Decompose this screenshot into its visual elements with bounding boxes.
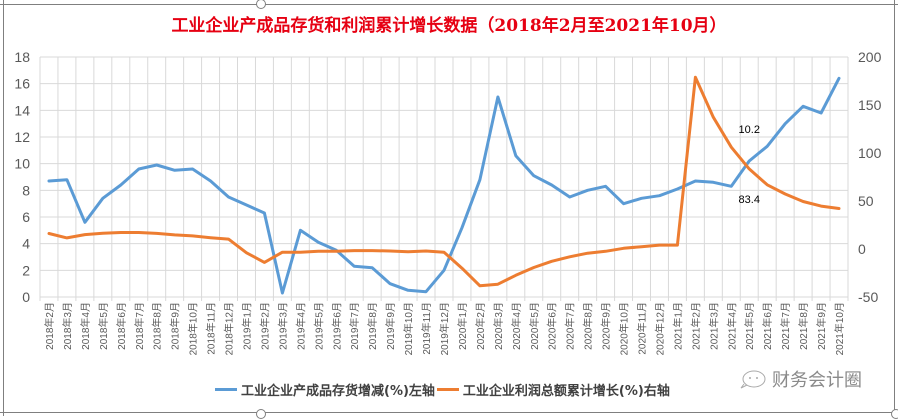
legend-item-inventory[interactable]: 工业企业产成品存货增减(%)左轴 xyxy=(215,380,435,399)
left-axis-tick-label: 14 xyxy=(14,102,30,118)
legend-item-profit[interactable]: 工业企业利润总额累计增长(%)右轴 xyxy=(436,380,670,399)
sheet-border-left xyxy=(0,0,4,416)
legend-label-inventory: 工业企业产成品存货增减(%)左轴 xyxy=(241,384,435,399)
x-axis-tick-label: 2019年4月 xyxy=(294,302,307,350)
x-axis-tick-label: 2018年6月 xyxy=(115,302,128,350)
x-axis-tick-label: 2021年4月 xyxy=(725,302,738,350)
x-axis-labels: 2018年2月 2018年3月 2018年4月 2018年5月 2018年6月 2018年… xyxy=(43,302,846,355)
x-axis-tick-label: 2021年3月 xyxy=(707,302,720,350)
legend-swatch-orange xyxy=(436,388,459,391)
x-axis-tick-label: 2021年10月 xyxy=(833,302,846,355)
x-axis-tick-label: 2020年10月 xyxy=(618,302,631,355)
x-axis-tick-label: 2018年2月 xyxy=(43,302,56,350)
x-axis-tick-label: 2018年7月 xyxy=(133,302,146,350)
x-axis-tick-label: 2020年5月 xyxy=(528,302,541,350)
x-axis-tick-label: 2020年3月 xyxy=(492,302,505,350)
data-label: 10.2 xyxy=(739,124,760,136)
left-axis-tick-label: 18 xyxy=(14,49,30,65)
x-axis-tick-label: 2018年12月 xyxy=(223,302,236,355)
right-axis-tick-label: 100 xyxy=(858,145,882,161)
x-axis-tick-label: 2019年11月 xyxy=(420,302,433,355)
x-axis-tick-label: 2020年6月 xyxy=(546,302,559,350)
right-axis-tick-label: 0 xyxy=(858,241,866,257)
x-axis-tick-label: 2020年8月 xyxy=(582,302,595,350)
legend-swatch-blue xyxy=(215,388,237,391)
x-axis-tick-label: 2019年3月 xyxy=(276,302,289,350)
x-axis-tick-label: 2021年5月 xyxy=(743,302,756,350)
x-axis-tick-label: 2019年12月 xyxy=(438,302,451,355)
sheet-border-bottom xyxy=(0,412,898,416)
legend-label-profit: 工业企业利润总额累计增长(%)右轴 xyxy=(462,384,670,399)
data-label: 83.4 xyxy=(739,194,760,206)
x-axis-tick-label: 2019年1月 xyxy=(240,302,253,350)
x-axis-tick-label: 2018年5月 xyxy=(97,302,110,350)
gridlines xyxy=(39,56,849,301)
left-axis-tick-label: 16 xyxy=(14,76,30,92)
x-axis-tick-label: 2020年12月 xyxy=(653,302,666,355)
x-axis-tick-label: 2018年8月 xyxy=(151,302,164,350)
x-axis-tick-label: 2018年9月 xyxy=(169,302,182,350)
x-axis-tick-label: 2021年9月 xyxy=(815,302,828,350)
x-axis-tick-label: 2019年5月 xyxy=(312,302,325,350)
inventory-line[interactable] xyxy=(47,76,841,295)
left-axis-tick-label: 0 xyxy=(22,289,30,305)
x-axis-tick-label: 2018年3月 xyxy=(61,302,74,350)
left-axis-tick-label: 10 xyxy=(14,156,30,172)
x-axis-tick-label: 2020年1月 xyxy=(456,302,469,350)
x-axis-tick-label: 2019年9月 xyxy=(384,302,397,350)
left-axis-tick-label: 8 xyxy=(22,182,30,198)
sheet-border-top xyxy=(0,0,898,5)
x-axis-tick-label: 2021年6月 xyxy=(761,302,774,350)
series-lines xyxy=(47,75,841,295)
watermark: 财务会计圈 xyxy=(738,366,862,392)
chart-title: 工业企业产成品存货和利润累计增长数据（2018年2月至2021年10月） xyxy=(171,16,727,36)
x-axis-tick-label: 2019年10月 xyxy=(402,302,415,355)
right-axis-tick-label: 150 xyxy=(858,97,882,113)
left-axis-tick-label: 2 xyxy=(22,262,30,278)
left-axis-tick-label: 12 xyxy=(14,129,30,145)
profit-line[interactable] xyxy=(47,75,841,288)
x-axis-tick-label: 2021年1月 xyxy=(671,302,684,350)
right-axis-tick-label: -50 xyxy=(858,289,878,305)
x-axis-tick-label: 2018年10月 xyxy=(187,302,200,355)
watermark-text: 财务会计圈 xyxy=(772,370,862,391)
x-axis-tick-label: 2020年2月 xyxy=(474,302,487,350)
x-axis-tick-label: 2020年9月 xyxy=(600,302,613,350)
resize-handle-top[interactable] xyxy=(256,0,266,9)
x-axis-tick-label: 2018年11月 xyxy=(205,302,218,355)
x-axis-tick-label: 2019年6月 xyxy=(330,302,343,350)
wechat-icon xyxy=(740,370,766,389)
left-axis-tick-label: 6 xyxy=(22,209,30,225)
x-axis-tick-label: 2020年7月 xyxy=(564,302,577,350)
x-axis-tick-label: 2019年2月 xyxy=(258,302,271,350)
x-axis-tick-label: 2020年4月 xyxy=(510,302,523,350)
right-axis-tick-label: 50 xyxy=(858,193,874,209)
sheet-border-right xyxy=(894,0,898,416)
left-axis-tick-label: 4 xyxy=(22,236,30,252)
x-axis-tick-label: 2019年7月 xyxy=(348,302,361,350)
x-axis-tick-label: 2021年2月 xyxy=(689,302,702,350)
x-axis-tick-label: 2021年8月 xyxy=(797,302,810,350)
x-axis-tick-label: 2019年8月 xyxy=(366,302,379,350)
right-axis-ticks: -50 0 50 100 150 200 xyxy=(858,49,882,305)
data-annotations: 10.2 83.4 xyxy=(739,124,760,206)
x-axis-tick-label: 2020年11月 xyxy=(636,302,649,355)
x-axis-tick-label: 2021年7月 xyxy=(779,302,792,350)
x-axis-tick-label: 2018年4月 xyxy=(79,302,92,350)
right-axis-tick-label: 200 xyxy=(858,49,882,65)
legend: 工业企业产成品存货增减(%)左轴 工业企业利润总额累计增长(%)右轴 xyxy=(215,380,670,399)
left-axis-ticks: 0 2 4 6 8 10 12 14 16 18 xyxy=(14,49,30,305)
